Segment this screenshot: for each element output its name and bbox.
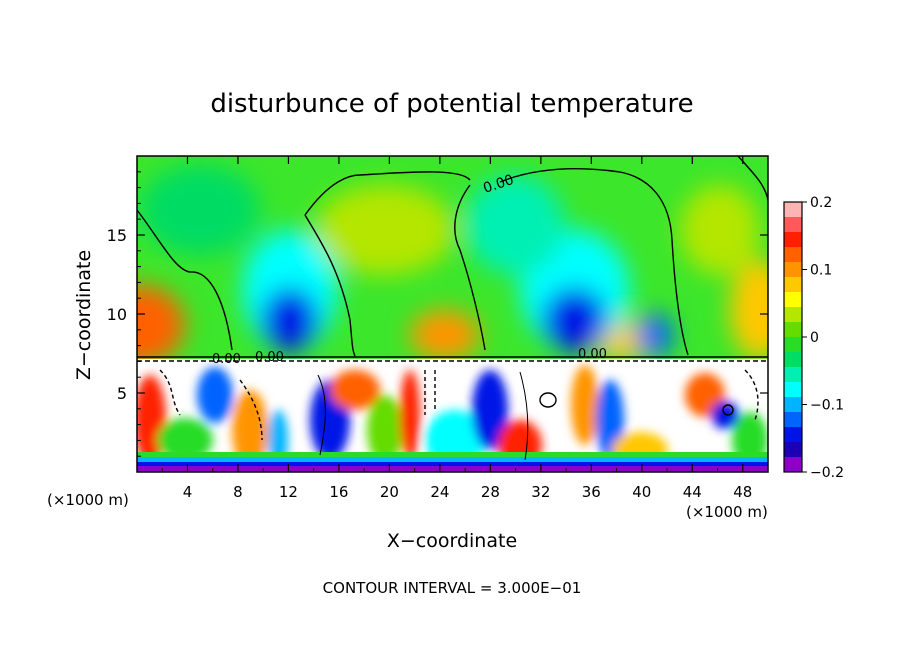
colorbar-swatch xyxy=(784,247,802,263)
x-tick-label: 4 xyxy=(183,483,193,501)
colorbar-swatch xyxy=(784,232,802,248)
field-blob xyxy=(197,367,233,423)
x-tick-label: 20 xyxy=(380,483,399,501)
field-blob xyxy=(367,395,403,465)
contour-line xyxy=(499,168,689,356)
x-tick-label: 40 xyxy=(632,483,651,501)
colorbar xyxy=(783,201,803,473)
contour-line xyxy=(539,392,557,408)
field-blob xyxy=(637,313,673,357)
y-tick-label: 5 xyxy=(117,384,127,403)
contour-line xyxy=(519,371,529,461)
upper-field-blobs xyxy=(137,165,768,365)
contour-label: 0.00 xyxy=(578,347,607,362)
colorbar-swatch xyxy=(784,292,802,308)
colorbar-swatch xyxy=(784,352,802,368)
colorbar-swatch xyxy=(784,217,802,233)
field-blob xyxy=(543,288,607,352)
colorbar-swatch xyxy=(784,457,802,473)
contour-line xyxy=(137,209,233,351)
colorbar-swatch xyxy=(784,202,802,218)
contour-line xyxy=(304,214,356,357)
colorbar-swatch xyxy=(784,412,802,428)
z-unit-label: (×1000 m) xyxy=(47,491,129,509)
x-tick-label: 12 xyxy=(279,483,298,501)
field-blob xyxy=(400,370,420,460)
colorbar-tick-label: −0.1 xyxy=(810,398,844,414)
colorbar-swatch xyxy=(784,277,802,293)
contour-line xyxy=(454,184,486,351)
colorbar-tick-label: −0.2 xyxy=(810,465,844,481)
field-blob xyxy=(330,370,380,410)
colorbar-swatch xyxy=(784,427,802,443)
field-band xyxy=(137,462,768,466)
y-tick-label: 15 xyxy=(107,226,127,245)
field-blob xyxy=(410,310,480,360)
contour-label: 0.00 xyxy=(255,350,284,365)
x-tick-label: 16 xyxy=(329,483,348,501)
plot-area xyxy=(137,156,768,472)
colorbar-swatch xyxy=(784,367,802,383)
chart-title: disturbunce of potential temperature xyxy=(210,89,693,119)
colorbar-swatch xyxy=(784,307,802,323)
x-tick-label: 48 xyxy=(733,483,752,501)
colorbar-tick-label: 0.2 xyxy=(810,195,832,211)
field-blob xyxy=(472,370,508,450)
x-tick-label: 28 xyxy=(481,483,500,501)
field-blob xyxy=(157,418,213,462)
contour-line xyxy=(317,374,326,456)
colorbar-swatch xyxy=(784,262,802,278)
contour-label: 0.00 xyxy=(212,352,241,367)
y-tick-label: 10 xyxy=(107,305,127,324)
contour-line xyxy=(239,379,263,441)
colorbar-swatch xyxy=(784,337,802,353)
x-axis-label: X−coordinate xyxy=(387,530,517,552)
y-axis-label: Z−coordinate xyxy=(73,250,95,380)
field-blob xyxy=(730,260,768,360)
field-blob xyxy=(140,165,260,255)
colorbar-swatch xyxy=(784,397,802,413)
colorbar-swatch xyxy=(784,322,802,338)
surface-layer-bands xyxy=(137,452,768,472)
colorbar-ticks: 0.2 0.1 0 −0.1 −0.2 xyxy=(802,195,844,481)
colorbar-swatch xyxy=(784,382,802,398)
field-blob xyxy=(315,185,455,275)
x-tick-label: 24 xyxy=(430,483,449,501)
field-blob xyxy=(262,288,318,352)
field-band xyxy=(137,466,768,472)
x-tick-label: 44 xyxy=(683,483,702,501)
contour-line xyxy=(744,369,759,421)
x-tick-label: 8 xyxy=(233,483,243,501)
colorbar-tick-label: 0.1 xyxy=(810,263,832,279)
colorbar-tick-label: 0 xyxy=(810,330,819,346)
field-blob xyxy=(571,365,599,445)
field-blob xyxy=(137,285,185,365)
lower-field-turbulence xyxy=(137,365,768,470)
field-blob xyxy=(232,390,268,470)
contour-line xyxy=(722,404,734,416)
contour-lines xyxy=(137,156,768,461)
field-band xyxy=(137,457,768,462)
x-axis: 4 8 12 16 20 24 28 32 36 40 44 48 xyxy=(161,156,752,501)
field-band xyxy=(137,452,768,457)
contour-line xyxy=(159,369,181,416)
contour-line xyxy=(304,171,471,216)
field-blob xyxy=(680,185,760,275)
field-blob xyxy=(465,175,565,275)
x-tick-label: 36 xyxy=(582,483,601,501)
x-unit-label: (×1000 m) xyxy=(686,503,768,521)
colorbar-swatch xyxy=(784,442,802,458)
y-axis: 5 10 15 xyxy=(107,171,768,457)
contour-interval-text: CONTOUR INTERVAL = 3.000E−01 xyxy=(323,579,582,597)
x-tick-label: 32 xyxy=(531,483,550,501)
contour-line xyxy=(737,156,768,201)
